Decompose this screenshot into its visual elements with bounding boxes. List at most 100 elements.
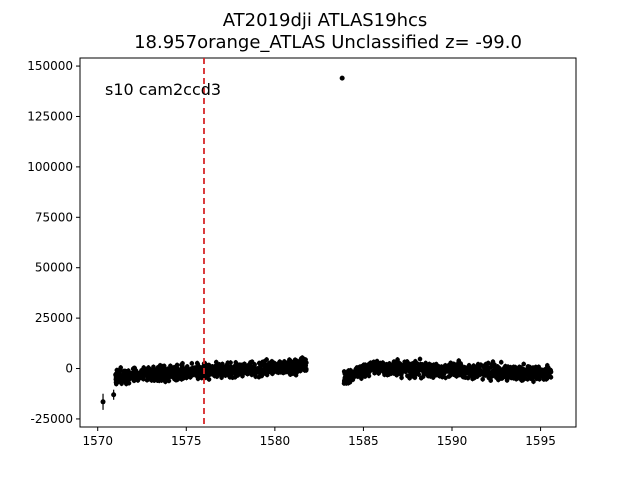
data-point bbox=[206, 377, 212, 382]
data-point bbox=[516, 370, 521, 376]
x-tick-label: 1590 bbox=[437, 434, 468, 448]
data-point bbox=[264, 357, 269, 362]
chart-title: AT2019dji ATLAS19hcs bbox=[223, 10, 428, 31]
data-point bbox=[406, 373, 412, 379]
data-point bbox=[214, 370, 220, 376]
data-point bbox=[495, 369, 500, 375]
data-point bbox=[349, 370, 355, 376]
data-point bbox=[186, 369, 191, 374]
data-point bbox=[544, 374, 550, 379]
data-point bbox=[180, 373, 185, 379]
data-point bbox=[496, 377, 501, 383]
data-point bbox=[173, 376, 179, 382]
data-point bbox=[432, 372, 438, 378]
data-point bbox=[418, 375, 424, 381]
data-point bbox=[260, 359, 265, 365]
data-point bbox=[228, 360, 233, 365]
data-point bbox=[155, 377, 160, 383]
data-point bbox=[381, 369, 387, 375]
data-point bbox=[134, 371, 140, 376]
data-point bbox=[196, 372, 201, 378]
data-point bbox=[341, 369, 347, 374]
data-point bbox=[196, 369, 202, 374]
data-point bbox=[268, 369, 274, 375]
data-point bbox=[489, 362, 494, 367]
data-point bbox=[402, 359, 407, 365]
data-point bbox=[125, 371, 131, 377]
data-point bbox=[534, 368, 539, 373]
data-point bbox=[350, 374, 355, 380]
x-tick-label: 1580 bbox=[260, 434, 291, 448]
plot-area bbox=[79, 57, 577, 428]
data-point bbox=[200, 373, 206, 378]
data-point bbox=[179, 362, 184, 368]
data-point bbox=[414, 368, 420, 374]
data-point bbox=[463, 369, 469, 375]
data-point bbox=[437, 370, 443, 376]
data-point bbox=[114, 367, 120, 373]
data-point bbox=[387, 361, 392, 366]
ccd-annotation: s10 cam2ccd3 bbox=[105, 80, 221, 99]
data-point bbox=[365, 368, 370, 373]
data-point bbox=[302, 358, 307, 363]
data-point bbox=[161, 363, 167, 369]
data-point bbox=[140, 369, 146, 375]
data-point bbox=[245, 366, 251, 372]
data-point bbox=[126, 380, 132, 386]
data-point bbox=[412, 373, 418, 378]
data-point bbox=[190, 368, 195, 373]
data-point bbox=[297, 360, 303, 366]
data-point bbox=[118, 365, 124, 370]
y-tick-label: 150000 bbox=[27, 59, 73, 73]
outlier-point bbox=[111, 392, 117, 398]
data-point bbox=[252, 362, 257, 367]
data-point bbox=[161, 374, 166, 379]
data-point bbox=[179, 369, 185, 375]
data-point bbox=[223, 373, 228, 378]
data-point bbox=[547, 370, 553, 376]
data-point bbox=[206, 364, 212, 369]
data-point bbox=[365, 371, 371, 377]
y-tick-label: -25000 bbox=[30, 412, 73, 426]
data-point bbox=[443, 375, 448, 381]
x-tick-label: 1570 bbox=[82, 434, 113, 448]
data-point bbox=[475, 370, 480, 375]
data-point bbox=[213, 367, 218, 372]
data-point bbox=[231, 365, 237, 371]
data-point bbox=[380, 360, 386, 365]
data-point bbox=[529, 370, 535, 376]
data-point bbox=[478, 362, 484, 368]
x-tick-label: 1575 bbox=[171, 434, 202, 448]
data-point bbox=[371, 362, 377, 368]
y-tick-label: 100000 bbox=[27, 160, 73, 174]
y-tick-label: 125000 bbox=[27, 109, 73, 123]
axis-ticks: 1570 1575 1580 1585 1590 1595 -25000 0 25000 5000… bbox=[27, 59, 556, 448]
data-point bbox=[448, 365, 454, 371]
data-point bbox=[529, 376, 534, 381]
data-point bbox=[359, 376, 364, 381]
data-point bbox=[484, 364, 490, 370]
data-point bbox=[153, 371, 159, 377]
data-point bbox=[417, 356, 423, 362]
data-point bbox=[228, 368, 233, 373]
data-point bbox=[229, 374, 235, 380]
y-tick-label: 0 bbox=[65, 362, 73, 376]
data-point bbox=[172, 370, 178, 376]
data-point bbox=[341, 381, 347, 386]
data-point bbox=[375, 368, 381, 374]
data-point bbox=[521, 361, 526, 367]
data-point bbox=[399, 363, 404, 368]
data-point bbox=[288, 360, 294, 365]
data-point bbox=[470, 376, 475, 382]
data-point bbox=[506, 368, 511, 373]
data-point bbox=[488, 378, 494, 383]
data-point bbox=[285, 368, 291, 374]
data-point bbox=[545, 363, 550, 368]
data-point bbox=[453, 371, 458, 376]
data-points bbox=[100, 75, 554, 410]
data-point bbox=[475, 374, 480, 379]
data-point bbox=[219, 375, 224, 380]
outlier-point bbox=[100, 399, 106, 405]
data-point bbox=[508, 371, 514, 377]
